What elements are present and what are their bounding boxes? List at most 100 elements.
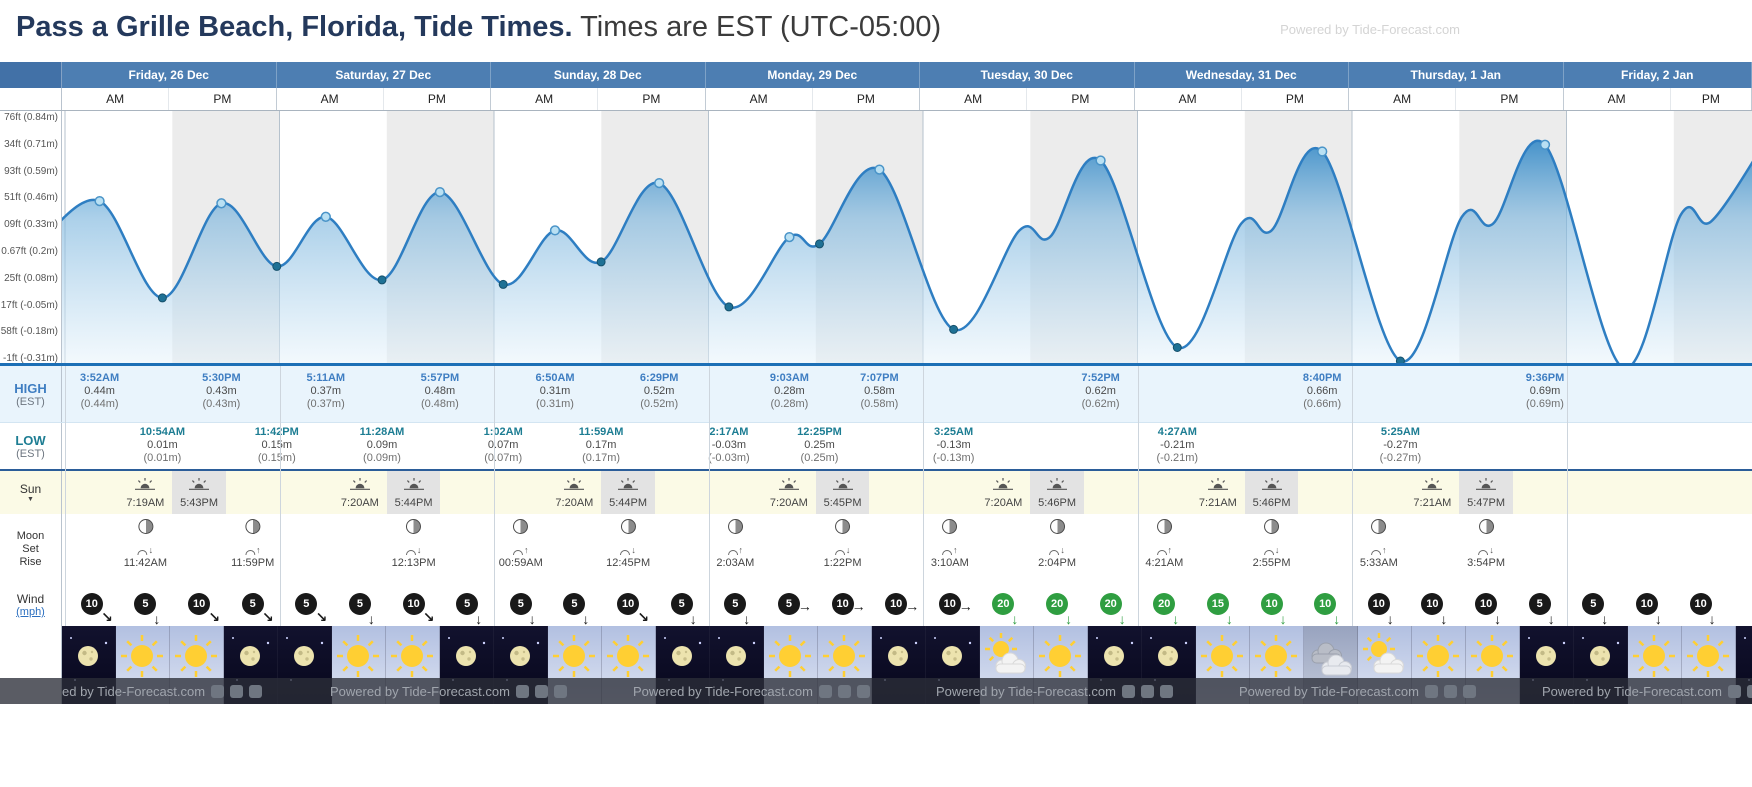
wind-direction-arrow-icon: ↘ [261,609,274,625]
tide-time: 9:36PM [1525,372,1565,384]
low-tide-entry: 11:42PM 0.15m (0.15m) [255,426,299,465]
watermark-app-icon [230,684,244,698]
watermark-app-icon [1121,684,1135,698]
wind-direction-arrow-icon: ↓ [1494,611,1502,626]
tide-height: 0.52m [643,385,675,397]
high-timezone: (EST) [16,395,45,408]
low-tide-entry: 2:17AM -0.03m (-0.03m) [708,426,750,465]
sunrise-icon [349,477,371,496]
moon-phase-icon [727,519,743,534]
moon-phase-icon [137,519,153,534]
wind-direction-arrow-icon: → [797,598,812,614]
moon-icon [1096,637,1134,681]
moon-time: 3:10AM [930,557,969,569]
wind-direction-arrow-icon: ↓ [1547,611,1555,626]
high-tide-dot [94,195,105,207]
sun-time: 5:46PM [1252,496,1291,509]
wind-badge: 10 ↓ [1635,593,1662,626]
sun-icon [823,635,865,677]
sun-expand-caret[interactable]: ▼ [27,496,34,503]
wind-row: Wind (mph) 10 ↘ 5 ↓ 10 ↘ 5 ↘ 5 ↘ 5 ↓ 10 ↘ 5 ↓ 5 ↓ 5 ↓ 10 ↘ 5 ↓ 5… [0,584,1752,627]
wind-badge: 5 ↓ [456,593,482,626]
day-header-corner [0,62,62,88]
sunrise-icon [563,477,585,496]
low-tide-entry: 11:59AM 0.17m (0.17m) [579,426,624,465]
watermark-app-icon [1424,684,1438,698]
watermark-text: Powered by Tide-Forecast.com [633,683,813,699]
moonset-icon: ↓ [620,543,636,555]
wind-speed: 15 [1206,593,1229,615]
tide-height-alt: (0.25m) [800,452,839,464]
high-tide-dot [874,164,885,175]
wind-direction-arrow-icon: → [851,598,866,614]
high-label: HIGH [14,380,47,396]
wind-speed: 10 [1421,593,1444,615]
wind-badge: 10 ↓ [1475,593,1501,626]
high-tide-entry: 9:03AM 0.28m (0.28m) [770,372,809,411]
watermark-app-icon [856,684,870,698]
weather-row-header [0,626,62,704]
timezone-note: Times are EST (UTC-05:00) [572,11,942,43]
sunset-icon [832,477,854,496]
moon-entry: ↑ 3:10AM [931,519,969,569]
low-tide-entry: 5:25AM -0.27m (-0.27m) [1380,426,1422,465]
low-tide-dot [157,293,167,303]
moon-row-header: Moon Set Rise [0,514,62,584]
tide-height-alt: (-0.21m) [1156,452,1199,464]
watermark-band: ed by Tide-Forecast.com Powered by Tide-F… [0,678,1752,704]
low-tide-dot [272,261,282,271]
sunset-icon [1046,477,1068,496]
high-tide-entry: 5:57PM 0.48m (0.48m) [421,372,460,411]
watermark-app-icon [1727,684,1741,698]
tide-height: 0.09m [366,439,398,451]
moon-time: 2:04PM [1038,557,1077,569]
day-header-cell: Sunday, 28 Dec [491,62,706,88]
y-axis-label: 93ft (0.59m) [4,165,58,177]
tide-time: 3:52AM [80,372,120,384]
moon-phase-icon [245,519,261,534]
ampm-corner [0,88,62,110]
moonrise-icon: ↑ [727,543,743,555]
sun-time: 7:20AM [340,496,379,509]
wind-badge: 5 ↓ [563,593,589,626]
high-tide-entry: 7:07PM 0.58m (0.58m) [860,372,899,411]
ampm-am-label: AM [1349,88,1457,110]
sunset-cell: 5:44PM [386,471,441,514]
moon-entry: ↑ 00:59AM [499,519,543,569]
moon-entry: ↓ 3:54PM [1467,519,1505,569]
ampm-pm-label: PM [1242,88,1349,110]
moon-icon [448,637,486,681]
sunrise-icon [992,477,1014,496]
high-tide-entry: 6:50AM 0.31m (0.31m) [535,372,574,411]
sun-icon [553,635,595,677]
wind-badge: 5 → [777,593,812,615]
wind-speed: 5 [1582,593,1605,615]
tide-time: 1:02AM [483,426,523,438]
ampm-pm-label: PM [1456,88,1564,110]
ampm-am-label: AM [706,88,813,110]
moonrise-icon: ↑ [1371,543,1387,555]
wind-direction-arrow-icon: ↓ [475,611,483,626]
tide-time: 10:54AM [139,426,186,438]
wind-speed: 10 [885,593,908,615]
tide-time: 5:11AM [306,372,346,384]
low-tide-entry: 12:25PM 0.25m (0.25m) [797,426,842,465]
wind-speed: 10 [1475,593,1498,615]
wind-badge: 20 ↓ [1099,593,1126,626]
wind-speed: 20 [1099,593,1122,615]
moon-rise-label: Rise [19,555,42,568]
watermark-item: Powered by Tide-Forecast.com [1239,678,1476,704]
tide-height-alt: (0.01m) [143,452,182,464]
high-tide-dot [216,198,227,209]
y-axis-gutter [0,111,62,363]
wind-direction-arrow-icon: ↓ [367,611,375,626]
wind-badge: 20 ↓ [1153,593,1179,626]
wind-units-link[interactable]: (mph) [16,606,45,618]
low-tide-dot [377,275,387,285]
tide-time: 12:25PM [797,426,842,438]
moon-time: 3:54PM [1467,557,1506,569]
wind-speed: 5 [241,593,264,615]
wind-speed: 5 [295,593,318,615]
sun-icon [1201,635,1243,677]
sun-row: Sun ▼ 7:19AM 5:43PM 7:20AM 5:44PM 7:20AM 5:44… [0,471,1752,515]
